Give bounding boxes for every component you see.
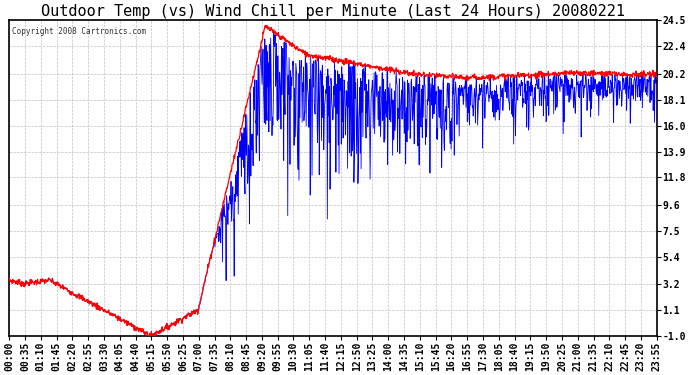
Text: Copyright 2008 Cartronics.com: Copyright 2008 Cartronics.com (12, 27, 146, 36)
Title: Outdoor Temp (vs) Wind Chill per Minute (Last 24 Hours) 20080221: Outdoor Temp (vs) Wind Chill per Minute … (41, 4, 625, 19)
